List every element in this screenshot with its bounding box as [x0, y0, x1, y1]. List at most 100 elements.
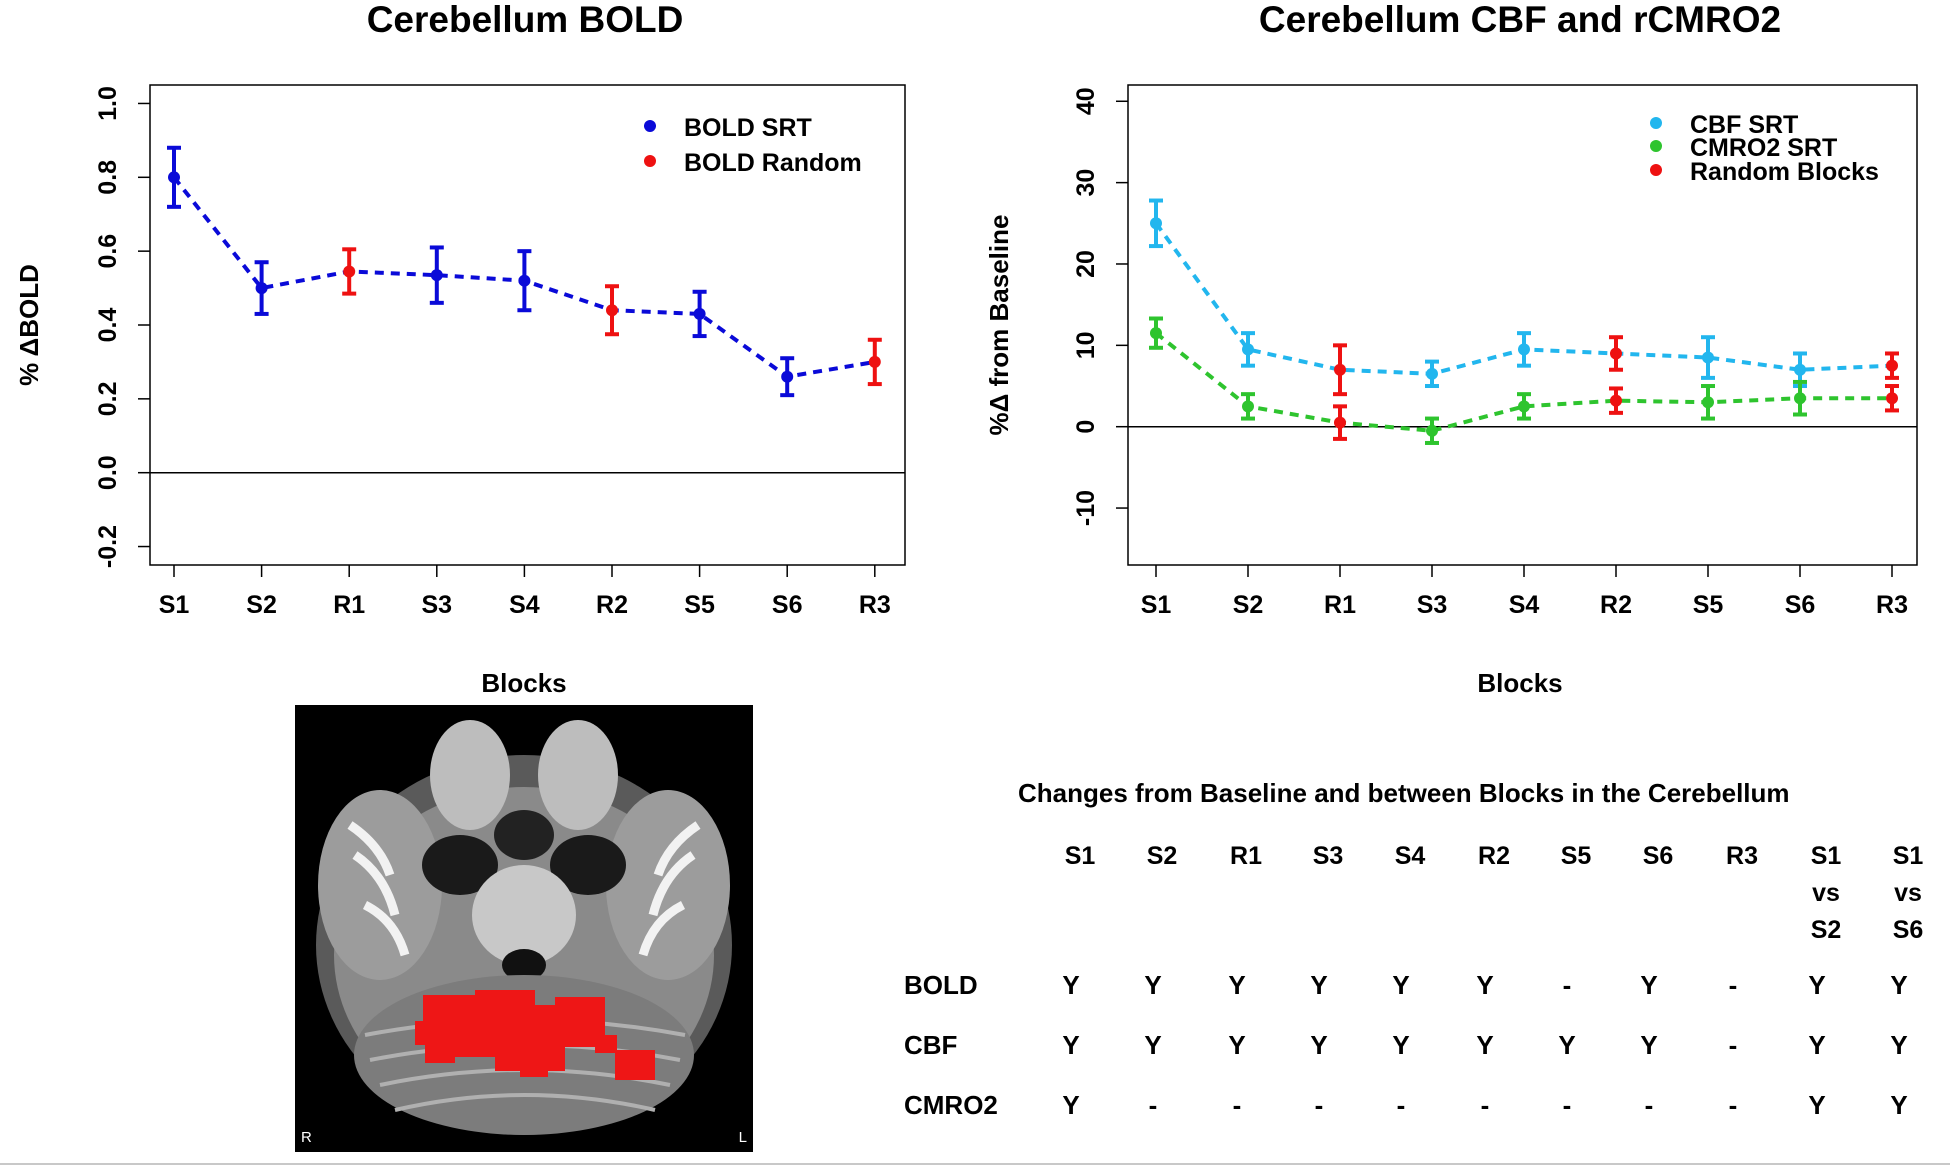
brain-slice-drawing	[295, 705, 753, 1152]
table-cell: Y	[1228, 970, 1246, 1000]
table-cell: -	[1728, 1090, 1738, 1120]
table-cell: Y	[1476, 970, 1494, 1000]
table-column-header: S5	[1560, 842, 1592, 870]
bold-chart: Cerebellum BOLD Blocks % ΔBOLD -0.2 0.0 0.2 0.…	[14, 0, 906, 698]
x-tick-label: S4	[1509, 591, 1540, 619]
legend-marker	[1650, 164, 1662, 176]
x-tick-label: S5	[684, 591, 715, 619]
table-column-header: R1	[1230, 842, 1262, 870]
table-cell: Y	[1558, 1030, 1576, 1060]
y-tick-label: -0.2	[94, 525, 122, 568]
x-tick-label: S4	[509, 591, 540, 619]
table-column-header: S2	[1810, 916, 1842, 944]
data-point	[1610, 394, 1622, 407]
table-column-header: vs	[1812, 879, 1840, 907]
bottom-divider	[0, 1163, 1950, 1165]
table-cell: -	[1396, 1090, 1406, 1120]
data-point	[1702, 396, 1714, 409]
x-tick-label: R3	[1876, 591, 1908, 619]
plot-frame	[1127, 84, 1918, 566]
data-point	[1610, 347, 1622, 360]
x-tick-label: S5	[1693, 591, 1724, 619]
x-tick-label: S1	[159, 591, 190, 619]
table-cell: Y	[1310, 970, 1328, 1000]
y-tick-label: 10	[1072, 331, 1100, 359]
x-axis-label: Blocks	[1477, 668, 1562, 698]
y-tick-label: 0.8	[94, 160, 122, 195]
data-point	[781, 370, 794, 383]
table-cell: Y	[1392, 970, 1410, 1000]
x-tick-label: S3	[422, 591, 453, 619]
table-cell: -	[1644, 1090, 1654, 1120]
data-point	[693, 307, 706, 320]
table-cell: Y	[1228, 1030, 1246, 1060]
table-cell: Y	[1144, 970, 1162, 1000]
table-cell: Y	[1890, 1090, 1908, 1120]
x-tick-label: S6	[772, 591, 803, 619]
table-cell: Y	[1144, 1030, 1162, 1060]
chart-title: Cerebellum BOLD	[367, 0, 684, 40]
table-row-label: CMRO2	[904, 1090, 998, 1120]
brain-right-marker: R	[301, 1129, 312, 1146]
x-tick-label: R1	[1324, 591, 1356, 619]
table-column-header: R3	[1726, 842, 1758, 870]
table-column-header: S2	[1146, 842, 1178, 870]
legend-marker	[644, 120, 656, 132]
data-point	[1334, 363, 1346, 376]
table-cell: Y	[1062, 1030, 1080, 1060]
data-point	[1242, 343, 1254, 356]
activation-cluster	[415, 990, 655, 1080]
x-axis-label: Blocks	[481, 668, 566, 698]
y-tick-label: 1.0	[94, 86, 122, 121]
table-cell: -	[1562, 970, 1572, 1000]
data-point	[1426, 424, 1438, 437]
table-row-label: BOLD	[904, 970, 978, 1000]
legend-label: CMRO2 SRT	[1690, 134, 1837, 162]
data-point	[1794, 392, 1806, 405]
legend-marker	[1650, 140, 1662, 152]
data-point	[606, 304, 618, 317]
table-column-header: vs	[1894, 879, 1922, 907]
legend-label: BOLD SRT	[684, 114, 812, 142]
series-line	[1154, 331, 1892, 433]
legend-label: CBF SRT	[1690, 111, 1798, 139]
x-tick-label: S3	[1417, 591, 1448, 619]
table-cell: -	[1314, 1090, 1324, 1120]
data-point	[1426, 367, 1438, 380]
y-tick-label: 20	[1072, 250, 1100, 278]
data-point	[1150, 217, 1162, 230]
data-point	[255, 282, 268, 295]
table-column-header: S6	[1892, 916, 1924, 944]
table-cell: Y	[1310, 1030, 1328, 1060]
data-point	[1886, 359, 1898, 372]
table-cell: -	[1728, 970, 1738, 1000]
table-cell: -	[1562, 1090, 1572, 1120]
x-tick-label: S6	[1785, 591, 1816, 619]
table-column-header: S1	[1892, 842, 1924, 870]
data-point	[430, 269, 443, 282]
table-cell: Y	[1890, 1030, 1908, 1060]
table-column-header: S1	[1810, 842, 1842, 870]
cbf-cmro2-chart: Cerebellum CBF and rCMRO2 Blocks %Δ from B…	[984, 0, 1918, 698]
data-point	[168, 171, 180, 184]
x-tick-label: S2	[246, 591, 277, 619]
data-point	[1518, 400, 1530, 413]
y-tick-label: 0.4	[94, 308, 122, 343]
y-tick-label: 40	[1072, 87, 1100, 115]
legend-label: Random Blocks	[1690, 158, 1879, 186]
brain-left-marker: L	[738, 1129, 747, 1146]
table-cell: Y	[1808, 1090, 1826, 1120]
table-cell: -	[1480, 1090, 1490, 1120]
table-cell: Y	[1392, 1030, 1410, 1060]
x-tick-label: S1	[1141, 591, 1172, 619]
x-tick-label: R2	[1600, 591, 1632, 619]
data-point	[1702, 351, 1714, 364]
table-cell: Y	[1062, 1090, 1080, 1120]
y-tick-label: 0.0	[94, 455, 122, 490]
table-cell: -	[1232, 1090, 1242, 1120]
table-column-header: S6	[1642, 842, 1674, 870]
table-cell: Y	[1640, 970, 1658, 1000]
data-point	[1150, 327, 1162, 340]
brain-mri-image: R L	[295, 705, 753, 1152]
